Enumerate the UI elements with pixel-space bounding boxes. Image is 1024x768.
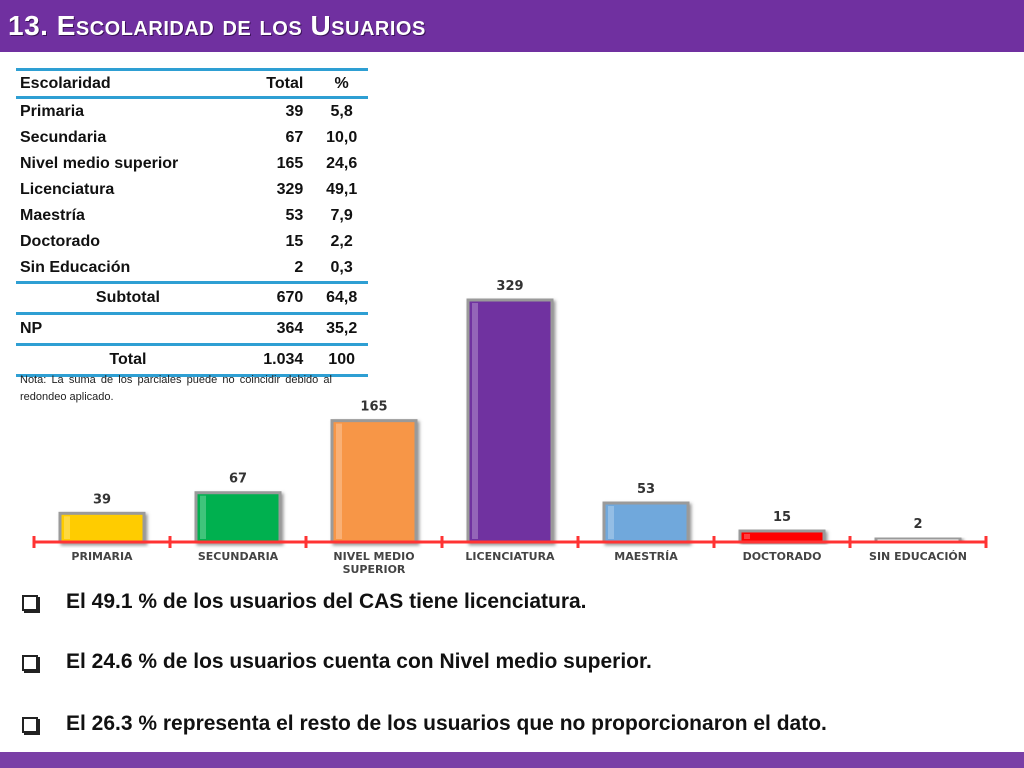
data-label: 15 <box>773 510 791 525</box>
bullet-text: El 24.6 % de los usuarios cuenta con Niv… <box>66 650 652 673</box>
subtotal-total: 670 <box>239 281 316 314</box>
table-row: Sin Educación 2 0,3 <box>16 255 368 283</box>
subtotal-label: Subtotal <box>16 281 240 314</box>
np-label: NP <box>16 312 240 345</box>
row-total: 15 <box>285 233 304 250</box>
np-row: NP 364 35,2 <box>16 312 368 345</box>
grand-total: 1.034 <box>239 343 316 377</box>
page-title: 13. Escolaridad de los Usuarios <box>8 10 426 41</box>
table-row: Secundaria 67 10,0 <box>16 125 368 151</box>
bar-licenciatura <box>466 298 554 544</box>
footer-band <box>0 752 1024 768</box>
category-label: MAESTRÍA <box>614 550 678 563</box>
row-label: Licenciatura <box>20 181 115 198</box>
bar-doctorado <box>738 529 826 544</box>
bar-highlight <box>472 303 478 539</box>
bar-highlight <box>64 516 70 539</box>
category-label: SIN EDUCACIÓN <box>869 550 967 563</box>
data-label: 67 <box>229 472 247 487</box>
table-note: Nota: La suma de los parciales puede no … <box>20 374 332 403</box>
row-total: 2 <box>294 259 304 276</box>
bar-highlight <box>608 506 614 539</box>
data-label: 165 <box>360 400 387 415</box>
row-label: Secundaria <box>20 129 107 146</box>
np-total: 364 <box>239 312 316 345</box>
table-row: Maestría 53 7,9 <box>16 203 368 229</box>
bar-highlight <box>336 423 342 539</box>
bullet-text: El 49.1 % de los usuarios del CAS tiene … <box>66 590 587 613</box>
row-label: Primaria <box>20 103 85 120</box>
row-percent: 5,8 <box>330 103 353 120</box>
checkbox-bullet-icon <box>22 717 38 733</box>
category-label: PRIMARIA <box>71 550 133 563</box>
grand-total-percent: 100 <box>315 343 368 377</box>
bar-highlight <box>744 533 750 539</box>
category-label: DOCTORADO <box>743 550 822 563</box>
row-percent: 7,9 <box>330 207 353 224</box>
row-label: Nivel medio superior <box>20 155 179 172</box>
category-label: LICENCIATURA <box>465 550 555 563</box>
data-label: 53 <box>637 482 655 497</box>
np-percent: 35,2 <box>315 312 368 345</box>
data-label: 329 <box>496 279 523 294</box>
row-total: 67 <box>285 129 304 146</box>
table-row: Doctorado 15 2,2 <box>16 229 368 255</box>
category-label: SUPERIOR <box>343 563 406 576</box>
title-bar: 13. Escolaridad de los Usuarios <box>0 0 1024 52</box>
bar-highlight <box>200 495 206 539</box>
bar-primaria <box>58 511 146 544</box>
row-percent: 0,3 <box>330 259 353 276</box>
column-header-total: Total <box>239 68 316 99</box>
row-percent: 24,6 <box>326 155 358 172</box>
total-label: Total <box>16 343 240 377</box>
row-percent: 2,2 <box>330 233 353 250</box>
row-total: 329 <box>276 181 304 198</box>
column-header-escolaridad: Escolaridad <box>16 68 240 99</box>
table-row: Primaria 39 5,8 <box>16 98 368 126</box>
subtotal-row: Subtotal 670 64,8 <box>16 281 368 314</box>
row-label: Maestría <box>20 207 85 224</box>
bar-maestría <box>602 501 690 544</box>
column-header-percent: % <box>315 68 368 99</box>
education-table: Escolaridad Total % Primaria 39 5,8 Secu… <box>16 68 368 377</box>
row-label: Sin Educación <box>20 259 131 276</box>
category-label: SECUNDARIA <box>198 550 279 563</box>
bullet-text: El 26.3 % representa el resto de los usu… <box>66 712 827 735</box>
category-label: NIVEL MEDIO <box>333 550 414 563</box>
bar-secundaria <box>194 491 282 544</box>
checkbox-bullet-icon <box>22 655 38 671</box>
bar-nivel-medio-superior <box>330 419 418 544</box>
row-total: 165 <box>276 155 304 172</box>
row-label: Doctorado <box>20 233 100 250</box>
row-total: 39 <box>285 103 304 120</box>
table-row: Licenciatura 329 49,1 <box>16 177 368 203</box>
table-header-row: Escolaridad Total % <box>16 68 368 99</box>
row-total: 53 <box>285 207 304 224</box>
checkbox-bullet-icon <box>22 595 38 611</box>
data-label: 39 <box>93 492 111 507</box>
data-label: 2 <box>913 517 922 532</box>
subtotal-percent: 64,8 <box>315 281 368 314</box>
education-bar-chart: 39 PRIMARIA 67 SECUNDARIA 165 NIVEL MEDIOSUPE… <box>32 279 988 576</box>
row-percent: 49,1 <box>326 181 358 198</box>
table-row: Nivel medio superior 165 24,6 <box>16 151 368 177</box>
total-row: Total 1.034 100 <box>16 343 368 377</box>
row-percent: 10,0 <box>326 129 358 146</box>
